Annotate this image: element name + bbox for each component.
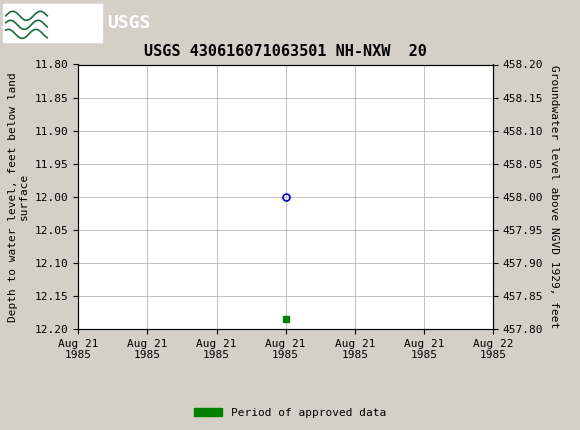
- Legend: Period of approved data: Period of approved data: [190, 403, 390, 422]
- Text: USGS: USGS: [107, 14, 151, 31]
- Bar: [3, 3, 102, 42]
- Title: USGS 430616071063501 NH-NXW  20: USGS 430616071063501 NH-NXW 20: [144, 44, 427, 59]
- Y-axis label: Depth to water level, feet below land
surface: Depth to water level, feet below land su…: [8, 72, 29, 322]
- Y-axis label: Groundwater level above NGVD 1929, feet: Groundwater level above NGVD 1929, feet: [549, 65, 559, 329]
